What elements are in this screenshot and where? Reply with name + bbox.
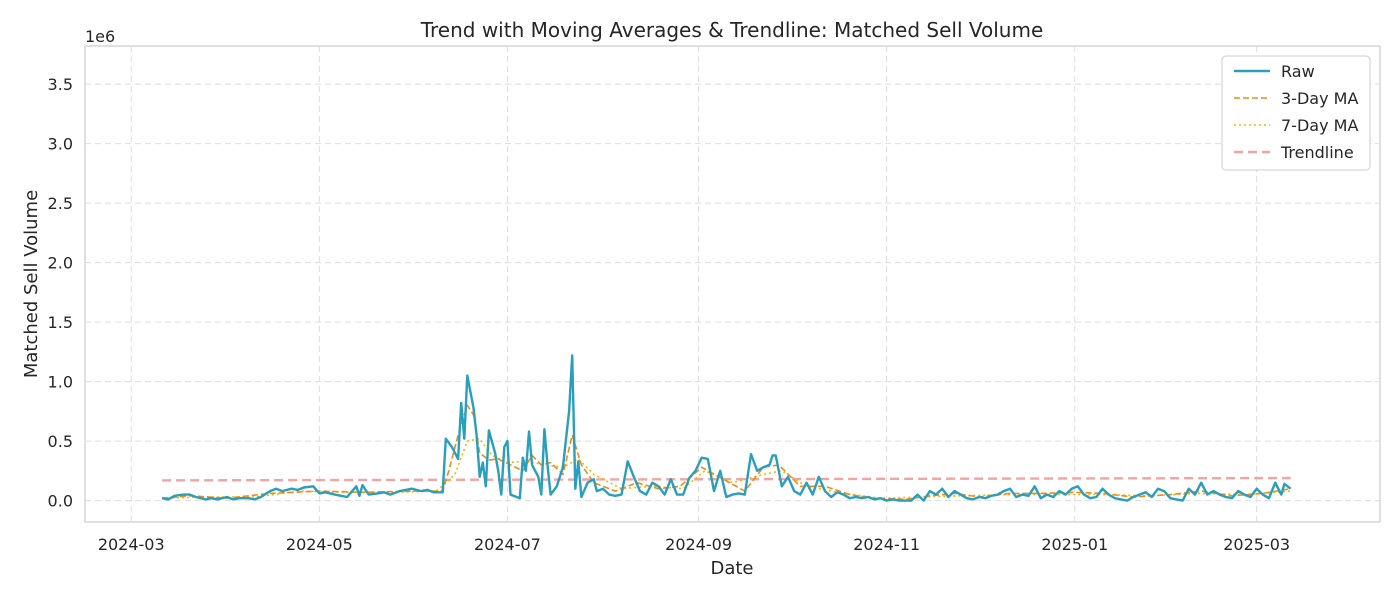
legend-box: [1221, 55, 1371, 171]
legend-entry-label: 7-Day MA: [1281, 116, 1358, 135]
series-layer: [161, 354, 1292, 502]
y-tick-label: 2.0: [48, 254, 73, 273]
x-tick-label: 2024-09: [665, 535, 732, 554]
plot-area: [84, 45, 1381, 523]
x-tick-label: 2025-03: [1223, 535, 1290, 554]
legend-entry-label: Trendline: [1280, 143, 1354, 162]
x-tick-label: 2024-11: [853, 535, 920, 554]
x-tick-labels: 2024-03 2024-05 2024-07 2024-09 2024-11 2025-…: [98, 535, 1290, 554]
y-gridlines: [85, 83, 1380, 502]
series-line-raw: [161, 354, 1292, 502]
y-tick-label: 0.0: [48, 492, 73, 511]
y-tick-label: 3.0: [48, 135, 73, 154]
x-tick-label: 2024-03: [98, 535, 165, 554]
x-tick-label: 2025-01: [1041, 535, 1108, 554]
legend-entry-label: 3-Day MA: [1281, 89, 1358, 108]
y-tick-label: 0.5: [48, 432, 73, 451]
y-tick-labels: 0.0 0.5 1.0 1.5 2.0 2.5 3.0 3.5: [48, 75, 73, 511]
x-axis-title: Date: [710, 558, 753, 579]
x-tick-label: 2024-05: [286, 535, 353, 554]
y-axis-title: Matched Sell Volume: [21, 190, 42, 378]
legend-entry-label: Raw: [1281, 62, 1315, 81]
chart-title: Trend with Moving Averages & Trendline: …: [420, 18, 1044, 42]
y-tick-label: 1.0: [48, 373, 73, 392]
y-tick-label: 1.5: [48, 313, 73, 332]
legend: Raw 3-Day MA 7-Day MA Trendline: [1221, 55, 1371, 171]
x-tick-label: 2024-07: [474, 535, 541, 554]
y-tick-label: 3.5: [48, 75, 73, 94]
y-tick-label: 2.5: [48, 194, 73, 213]
y-offset-label: 1e6: [85, 27, 115, 46]
